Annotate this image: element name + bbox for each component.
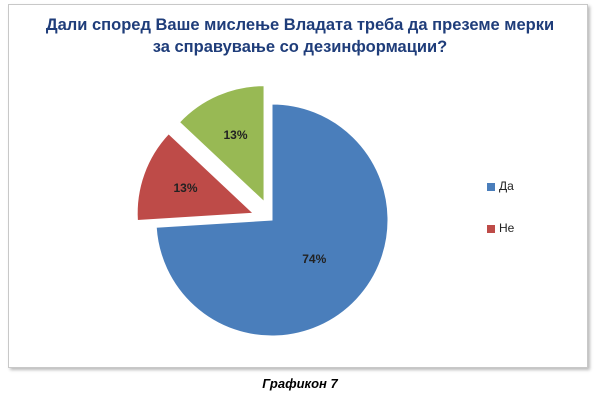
legend-swatch [487,225,495,233]
legend-label: Да [499,179,514,193]
pie-slice [155,103,389,337]
pie-slice [178,85,265,203]
data-label: 13% [223,128,247,142]
legend-label: Не [499,221,515,235]
data-label: 74% [302,252,326,266]
caption: Графикон 7 [262,376,338,391]
chart-title: Дали според Ваше мислење Владата треба д… [45,16,555,56]
pie-slice [136,133,255,222]
data-label: 13% [173,181,197,195]
legend-swatch [487,183,495,191]
